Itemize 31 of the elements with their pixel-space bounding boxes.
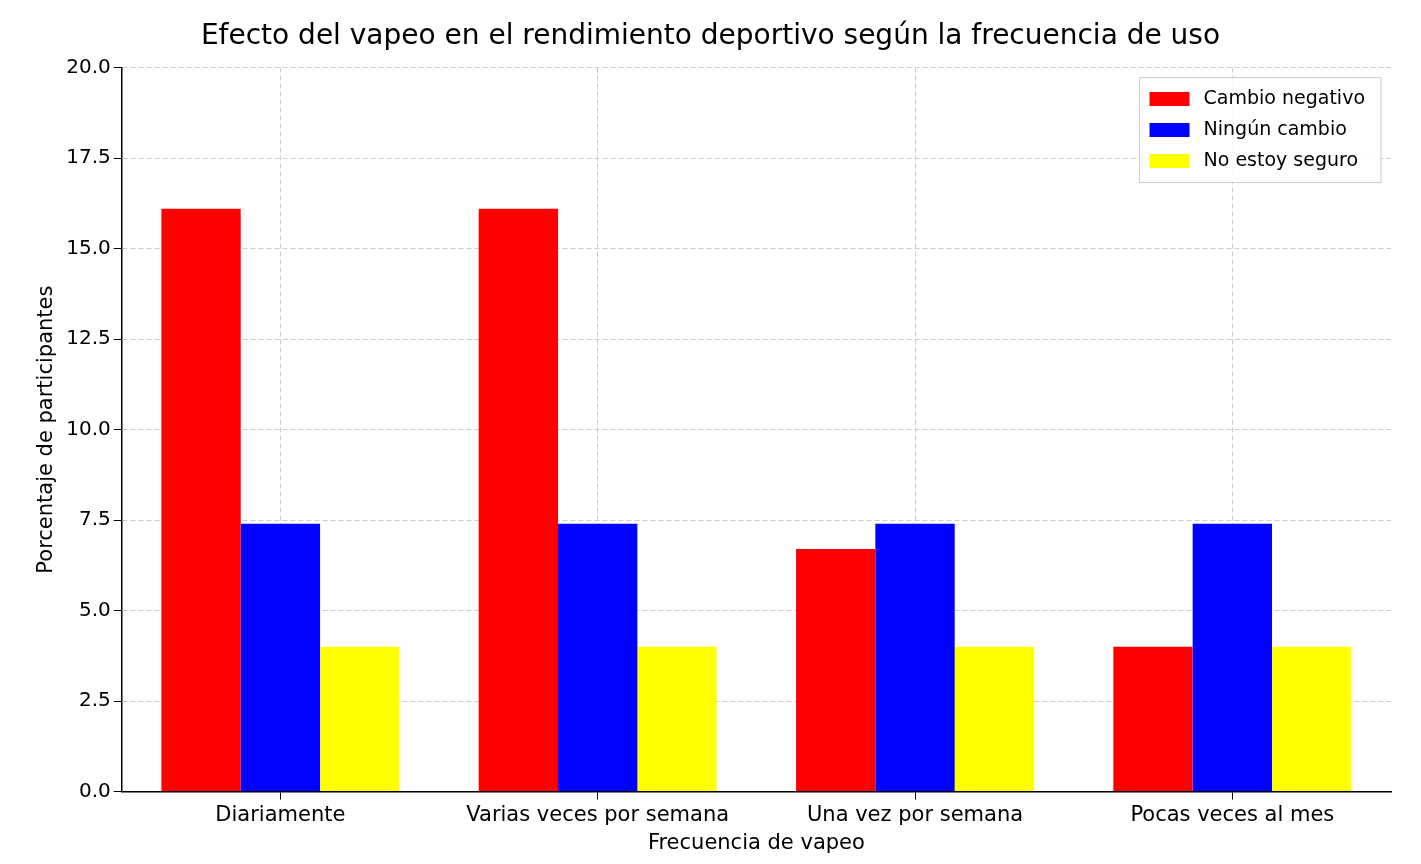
bar xyxy=(637,646,717,792)
y-axis-title: Porcentaje de participantes xyxy=(33,285,58,574)
bar xyxy=(875,523,955,792)
bar xyxy=(240,523,321,792)
bar xyxy=(796,549,876,792)
y-tick-label: 10.0 xyxy=(66,415,111,440)
y-tick-label: 7.5 xyxy=(78,506,111,531)
bar xyxy=(161,208,241,792)
x-tick-label: Diariamente xyxy=(215,801,346,826)
y-tick-label: 15.0 xyxy=(66,234,111,259)
y-tick-label: 12.5 xyxy=(66,325,111,350)
y-tick-label: 0.0 xyxy=(78,777,111,802)
x-tick-label: Varias veces por semana xyxy=(466,801,730,826)
bar xyxy=(1192,523,1273,792)
bar xyxy=(954,646,1035,792)
x-tick-label: Pocas veces al mes xyxy=(1130,801,1335,826)
bar xyxy=(558,523,638,792)
legend-label: Cambio negativo xyxy=(1203,86,1366,109)
chart-title: Efecto del vapeo en el rendimiento deportivo según la frecuencia de uso xyxy=(200,18,1221,52)
y-tick-label: 20.0 xyxy=(66,53,111,78)
bar xyxy=(320,646,400,792)
bar xyxy=(1272,646,1352,792)
legend-label: Ningún cambio xyxy=(1203,117,1347,140)
x-tick-label: Una vez por semana xyxy=(806,801,1024,826)
y-tick-label: 17.5 xyxy=(66,144,111,169)
x-axis-title: Frecuencia de vapeo xyxy=(647,829,865,854)
legend-label: No estoy seguro xyxy=(1203,148,1359,171)
bar xyxy=(1113,646,1193,792)
bar xyxy=(478,208,559,792)
y-tick-label: 5.0 xyxy=(78,596,111,621)
y-tick-label: 2.5 xyxy=(78,687,111,712)
